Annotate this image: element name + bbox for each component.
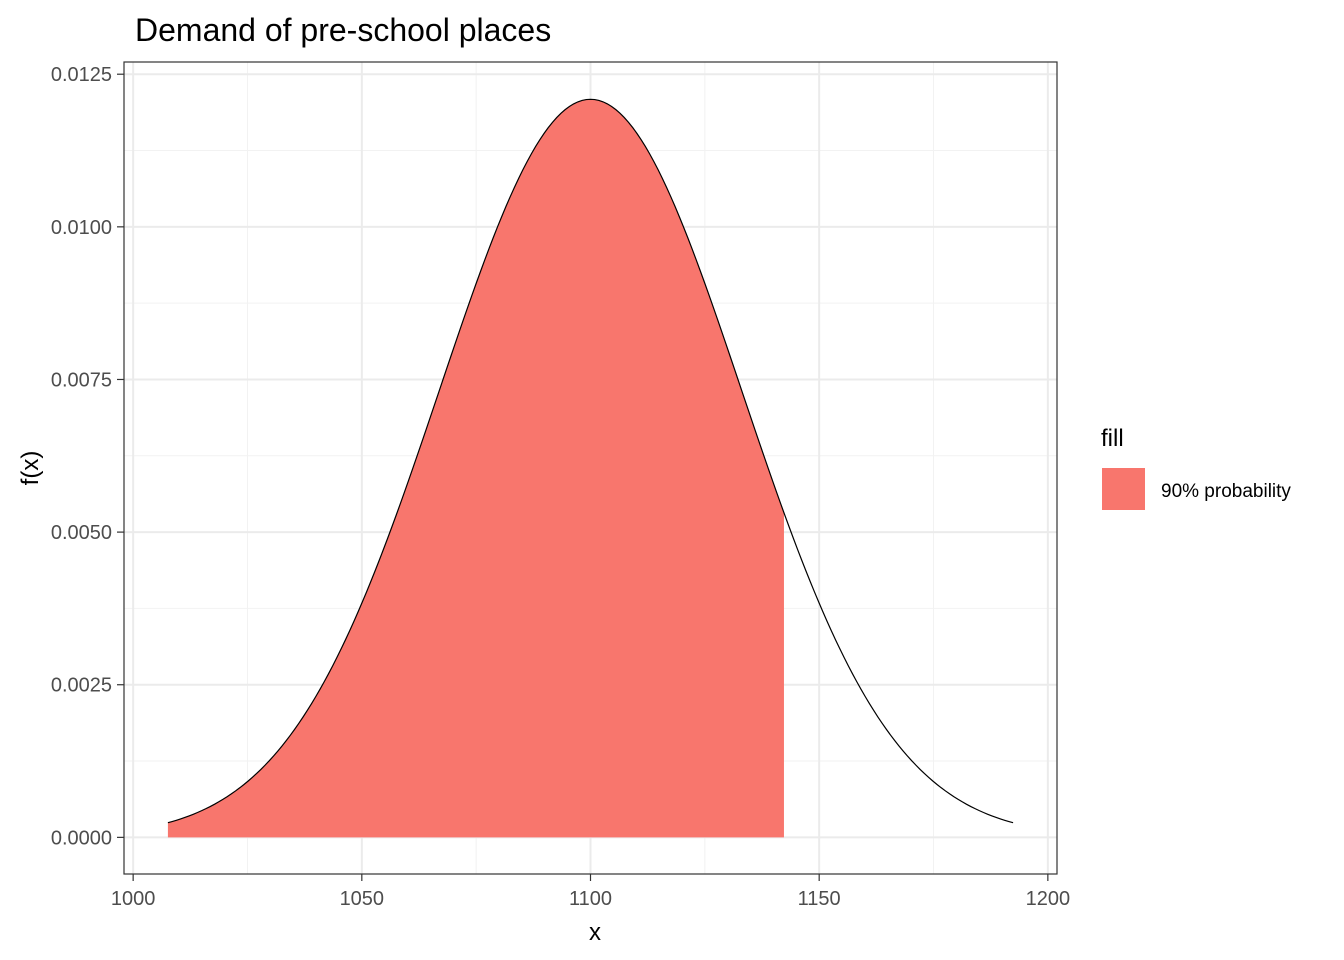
y-axis-ticks: 0.0000 0.0025 0.0050 0.0075 0.0100 0.0125 (51, 64, 124, 849)
legend-label-90-probability: 90% probability (1161, 481, 1291, 502)
x-tick-label: 1150 (798, 888, 841, 910)
legend-title: fill (1101, 425, 1124, 452)
x-tick-label: 1200 (1026, 888, 1071, 910)
x-tick-label: 1100 (569, 888, 612, 910)
shaded-area-90-probability (167, 99, 784, 838)
y-tick-label: 0.0100 (51, 217, 112, 239)
legend-key-90-probability (1102, 468, 1145, 510)
y-tick-label: 0.0000 (51, 827, 112, 849)
y-tick-label: 0.0025 (51, 675, 112, 697)
legend: fill 90% probability (1101, 425, 1291, 510)
y-axis-title: f(x) (17, 451, 44, 486)
y-tick-label: 0.0125 (51, 64, 112, 86)
x-tick-label: 1000 (111, 888, 156, 910)
chart-title: Demand of pre-school places (135, 12, 551, 48)
x-axis-ticks: 1000 1050 1100 1150 1200 (111, 874, 1070, 910)
y-tick-label: 0.0075 (51, 369, 112, 391)
x-axis-title: x (589, 919, 601, 946)
density-curve (167, 98, 1014, 824)
x-tick-label: 1050 (340, 888, 385, 910)
y-tick-label: 0.0050 (51, 522, 112, 544)
